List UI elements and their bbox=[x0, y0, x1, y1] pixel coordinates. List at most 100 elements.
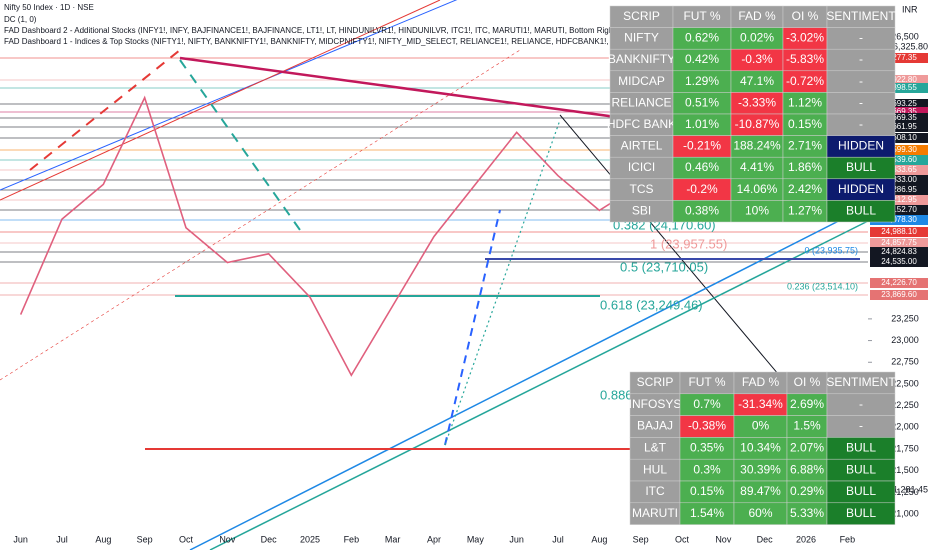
cell-text: HUL bbox=[643, 462, 667, 476]
x-tick-label: Nov bbox=[715, 534, 732, 544]
cell-text: 1.54% bbox=[690, 506, 724, 520]
indicator-label: DC (1, 0) bbox=[4, 15, 37, 24]
cell-text: 0% bbox=[752, 419, 770, 433]
x-tick-label: Nov bbox=[219, 534, 236, 544]
cell-text: 2.69% bbox=[790, 397, 824, 411]
cell-text: BULL bbox=[846, 160, 876, 174]
cell-text: 0.42% bbox=[685, 52, 719, 66]
trend-line bbox=[29, 49, 181, 171]
cell-text: 0.7% bbox=[693, 397, 721, 411]
trend-line bbox=[0, 0, 441, 201]
price-label: 24,535.00 bbox=[881, 257, 917, 266]
cell-text: MARUTI bbox=[632, 506, 678, 520]
price-label-box bbox=[870, 155, 928, 165]
header-text: FUT % bbox=[688, 375, 725, 389]
cell-text: HDFC BANK bbox=[607, 117, 676, 131]
price-label: 25,693.25 bbox=[881, 99, 917, 108]
cell-text: -3.33% bbox=[738, 95, 776, 109]
cell-text: 47.1% bbox=[740, 74, 774, 88]
price-label: 25,661.95 bbox=[881, 122, 917, 131]
cell-text: 6.88% bbox=[790, 462, 824, 476]
header-text: SENTIMENT bbox=[826, 375, 896, 389]
price-label: 24,824.83 bbox=[881, 247, 917, 256]
price-label: 25,333.65 bbox=[881, 165, 917, 174]
fib-label: 0.5 (23,710.05) bbox=[620, 259, 708, 274]
dashboards: SCRIP FUT % FAD % OI % SENTIMENT NIFTY 0.62% 0.… bbox=[607, 5, 896, 525]
cell-text: HIDDEN bbox=[838, 139, 884, 153]
cell-text: 0.38% bbox=[685, 203, 719, 217]
y-tick-label: 26,500 bbox=[891, 31, 919, 41]
x-tick-label: Jun bbox=[509, 534, 524, 544]
cell-text: - bbox=[859, 117, 863, 131]
cell-text: ITC bbox=[645, 484, 665, 498]
header-text: OI % bbox=[792, 9, 819, 23]
x-tick-label: 2025 bbox=[300, 534, 320, 544]
cell-text: RELIANCE bbox=[611, 95, 671, 109]
x-tick-label: Jun bbox=[13, 534, 28, 544]
cell-text: 89.47% bbox=[740, 484, 781, 498]
y-tick-label: 23,000 bbox=[891, 335, 919, 345]
y-tick-label: 22,500 bbox=[891, 378, 919, 388]
price-label-box bbox=[870, 175, 928, 185]
price-label: 25,669.35 bbox=[881, 113, 917, 122]
x-tick-label: May bbox=[467, 534, 485, 544]
x-tick-label: Aug bbox=[591, 534, 607, 544]
price-label: 25,599.30 bbox=[881, 145, 917, 154]
price-label-box bbox=[870, 290, 928, 300]
price-label: 25,608.10 bbox=[881, 133, 917, 142]
cell-text: 2.07% bbox=[790, 440, 824, 454]
cell-text: HIDDEN bbox=[838, 182, 884, 196]
cell-text: - bbox=[859, 74, 863, 88]
x-tick-label: Apr bbox=[427, 534, 441, 544]
price-label-box bbox=[870, 75, 928, 85]
price-label: 24,857.75 bbox=[881, 238, 917, 247]
cell-text: 14.06% bbox=[737, 182, 778, 196]
cell-text: 2.42% bbox=[788, 182, 822, 196]
price-label-box bbox=[870, 133, 928, 143]
chart-title: Nifty 50 Index · 1D · NSE bbox=[4, 3, 94, 12]
header-text: SCRIP bbox=[623, 9, 660, 23]
price-label-box bbox=[870, 53, 928, 63]
cell-text: -0.72% bbox=[786, 74, 824, 88]
price-label: 25,898.55 bbox=[881, 83, 917, 92]
cell-text: 1.5% bbox=[793, 419, 821, 433]
price-label: 25,669.35 bbox=[881, 107, 917, 116]
cell-text: - bbox=[859, 419, 863, 433]
cell-text: -10.87% bbox=[735, 117, 780, 131]
trend-line bbox=[559, 114, 801, 401]
cell-text: 60% bbox=[748, 506, 772, 520]
cell-text: -0.21% bbox=[683, 139, 721, 153]
cell-text: AIRTEL bbox=[621, 139, 663, 153]
cell-text: BULL bbox=[846, 484, 876, 498]
header-text: FUT % bbox=[683, 9, 720, 23]
x-tick-label: Sep bbox=[137, 534, 153, 544]
x-tick-label: Oct bbox=[675, 534, 690, 544]
price-label-box bbox=[870, 185, 928, 195]
cell-text: 0.51% bbox=[685, 95, 719, 109]
price-label: 25,539.60 bbox=[881, 155, 917, 164]
cell-text: 0.15% bbox=[690, 484, 724, 498]
price-label: 25,286.95 bbox=[881, 185, 917, 194]
indicator-label: FAD Dashboard 2 - Additional Stocks (INF… bbox=[4, 26, 643, 35]
cell-text: BANKNIFTY bbox=[608, 52, 675, 66]
price-label: 26,277.35 bbox=[881, 53, 917, 62]
currency: INR bbox=[902, 4, 918, 14]
header-text: FAD % bbox=[742, 375, 780, 389]
cell-text: MIDCAP bbox=[618, 74, 665, 88]
x-tick-label: Jul bbox=[552, 534, 564, 544]
cell-text: 0.46% bbox=[685, 160, 719, 174]
axes: Jun Jul Aug Sep Oct Nov Dec 2025 Feb Mar Apr May Jun… bbox=[13, 4, 928, 544]
cell-text: 188.24% bbox=[733, 139, 781, 153]
cell-text: BULL bbox=[846, 440, 876, 454]
price-label-box bbox=[870, 227, 928, 237]
cell-text: 2.71% bbox=[788, 139, 822, 153]
price-label-box bbox=[870, 122, 928, 132]
fib-label: 1 (23,957.55) bbox=[650, 236, 727, 251]
cell-text: 4.41% bbox=[740, 160, 774, 174]
x-tick-label: 2026 bbox=[796, 534, 816, 544]
price-label: 25,078.30 bbox=[881, 215, 917, 224]
price-label-box bbox=[870, 99, 928, 109]
price-label-box bbox=[870, 165, 928, 175]
trend-line bbox=[209, 214, 881, 550]
